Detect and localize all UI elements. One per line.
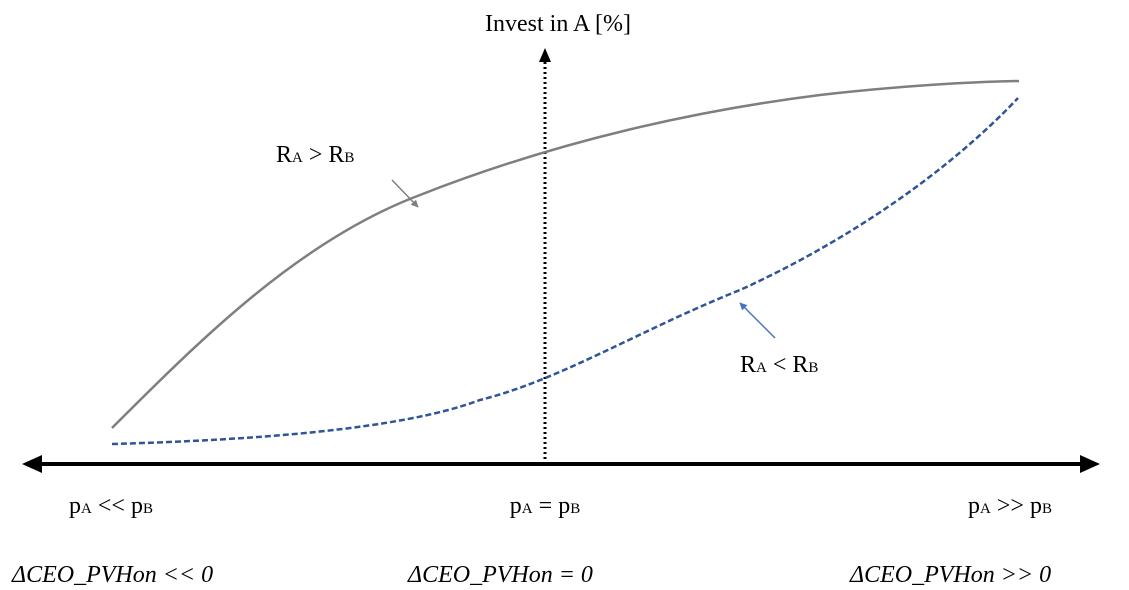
pointer-arrow-ra-less (739, 302, 776, 339)
pointer-arrow-ra-greater (391, 179, 419, 208)
x-axis-left-arrowhead (22, 455, 42, 473)
y-axis-arrowhead (539, 48, 551, 62)
delta-label-center: ΔCEO_PVHon = 0 (407, 562, 593, 588)
curve-ra-less-rb (111, 97, 1019, 446)
label-ra-less-rb: RA < RB (740, 352, 818, 378)
x-tick-left: pA << pB (69, 493, 153, 519)
y-axis (539, 48, 551, 464)
x-axis (22, 455, 1100, 473)
x-axis-right-arrowhead (1080, 455, 1100, 473)
y-axis-label: Invest in A [%] (485, 11, 631, 37)
x-tick-center: pA = pB (510, 493, 580, 519)
delta-label-right: ΔCEO_PVHon >> 0 (849, 562, 1051, 588)
delta-label-left: ΔCEO_PVHon << 0 (11, 562, 213, 588)
x-tick-right: pA >> pB (968, 493, 1052, 519)
curve-ra-greater-rb (111, 79, 1020, 429)
label-ra-greater-rb: RA > RB (276, 142, 354, 168)
